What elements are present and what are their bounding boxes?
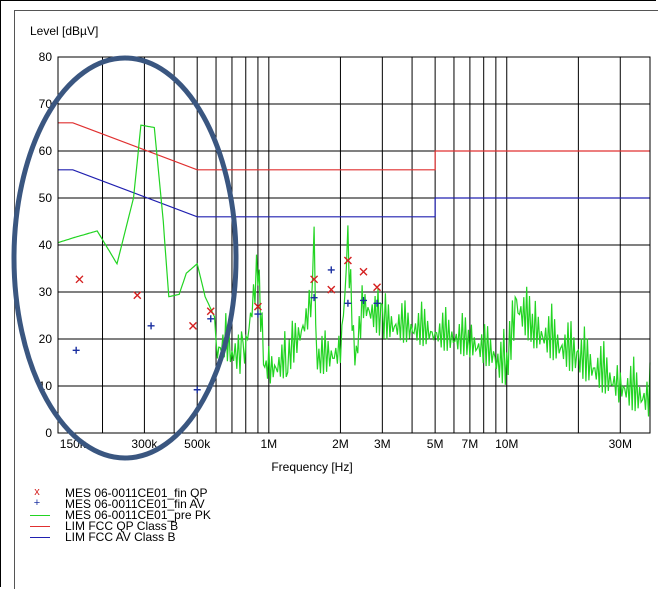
legend-line-swatch	[30, 526, 50, 527]
y-tick-label: 30	[39, 285, 53, 299]
x-tick-label: 1M	[260, 437, 277, 451]
series-line-2	[57, 124, 651, 417]
av-marker	[254, 310, 262, 318]
peak-trace-layer	[57, 124, 651, 417]
y-tick-label: 40	[39, 238, 53, 252]
y-tick-label: 0	[45, 426, 52, 440]
y-axis-title: Level [dBµV]	[30, 24, 98, 38]
av-marker	[193, 386, 201, 394]
legend-line-swatch	[30, 537, 50, 538]
qp-marker	[75, 275, 84, 284]
x-tick-label: 7M	[462, 437, 479, 451]
y-tick-label: 80	[39, 50, 53, 64]
qp-marker	[206, 307, 215, 316]
legend-label: MES 06-0011CE01_fin QP	[65, 486, 208, 500]
qp-marker	[373, 283, 382, 292]
qp-marker	[133, 291, 142, 300]
x-tick-label: 30M	[609, 437, 632, 451]
legend-marker-swatch: x	[34, 486, 40, 498]
x-tick-label: 10M	[495, 437, 518, 451]
qp-marker	[310, 275, 319, 284]
qp-marker	[253, 302, 262, 311]
x-tick-label: 5M	[427, 437, 444, 451]
av-marker	[72, 346, 80, 354]
x-tick-label: 2M	[332, 437, 349, 451]
highlight-ellipse	[11, 55, 239, 461]
qp-marker	[327, 285, 336, 294]
av-marker	[310, 294, 318, 302]
y-tick-label: 50	[39, 191, 53, 205]
limit-lines-layer	[58, 122, 650, 218]
plot-border	[57, 56, 651, 434]
legend-label: LIM FCC AV Class B	[65, 530, 176, 544]
series-line-4	[58, 169, 650, 218]
series-line-3	[58, 122, 650, 171]
legend-label: MES 06-0011CE01_pre PK	[65, 508, 211, 522]
x-tick-label: 500k	[184, 437, 211, 451]
qp-marker	[188, 321, 197, 330]
av-marker	[344, 299, 352, 307]
x-tick-label: 3M	[374, 437, 391, 451]
qp-marker	[343, 256, 352, 265]
legend-line-swatch	[30, 515, 50, 516]
grid-layer	[58, 56, 651, 434]
qp-marker	[359, 267, 368, 276]
av-marker	[147, 322, 155, 330]
measurement-markers-layer	[72, 256, 382, 394]
legend-marker-swatch: +	[33, 497, 41, 509]
legend-label: LIM FCC QP Class B	[65, 519, 179, 533]
y-tick-label: 60	[39, 144, 53, 158]
emc-spectrum-chart: Level [dBµV] Frequency [Hz] 010203040506…	[11, 24, 651, 474]
legend-label: MES 06-0011CE01_fin AV	[65, 497, 205, 511]
x-axis-title: Frequency [Hz]	[271, 460, 352, 474]
av-marker	[327, 266, 335, 274]
y-tick-label: 20	[39, 332, 53, 346]
av-marker	[373, 299, 381, 307]
av-marker	[360, 296, 368, 304]
y-tick-label: 70	[39, 97, 53, 111]
av-marker	[207, 315, 215, 323]
x-tick-label: 300k	[131, 437, 158, 451]
